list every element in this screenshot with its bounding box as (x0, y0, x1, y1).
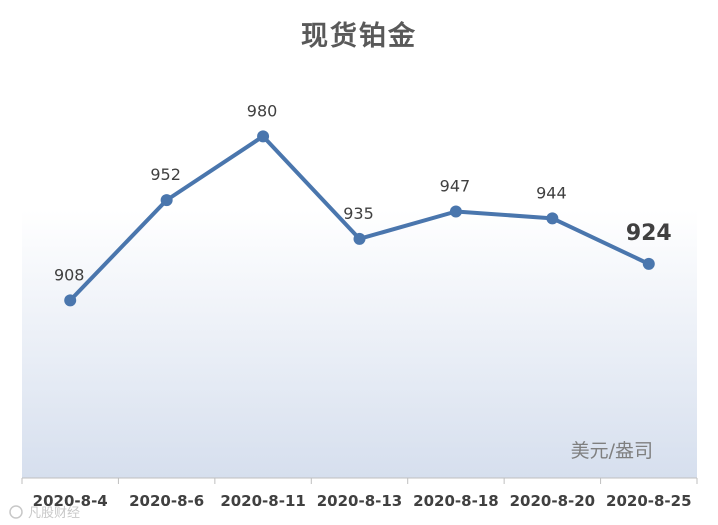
data-label: 952 (150, 165, 181, 184)
chart-title: 现货铂金 (301, 21, 417, 52)
data-point (160, 194, 173, 207)
data-label: 980 (247, 101, 278, 120)
data-label: 944 (536, 183, 567, 202)
data-point (546, 212, 559, 225)
x-tick-label: 2020-8-18 (413, 492, 499, 510)
x-tick-label: 2020-8-4 (33, 492, 108, 510)
x-tick-label: 2020-8-13 (317, 492, 403, 510)
data-point (353, 232, 366, 245)
data-point (257, 130, 270, 143)
data-point (64, 294, 77, 307)
plot-background (22, 210, 697, 478)
data-label: 924 (626, 221, 672, 246)
data-label: 947 (440, 177, 471, 196)
unit-label: 美元/盎司 (571, 440, 653, 462)
data-label: 908 (54, 265, 85, 284)
x-tick-label: 2020-8-20 (510, 492, 596, 510)
x-tick-label: 2020-8-6 (129, 492, 204, 510)
svg-text:凡股财经: 凡股财经 (28, 506, 80, 521)
x-tick-label: 2020-8-11 (220, 492, 306, 510)
watermark: 凡股财经 (9, 505, 80, 521)
data-point (449, 205, 462, 218)
x-tick-label: 2020-8-25 (606, 492, 692, 510)
data-point (642, 257, 655, 270)
data-label: 935 (343, 204, 374, 223)
